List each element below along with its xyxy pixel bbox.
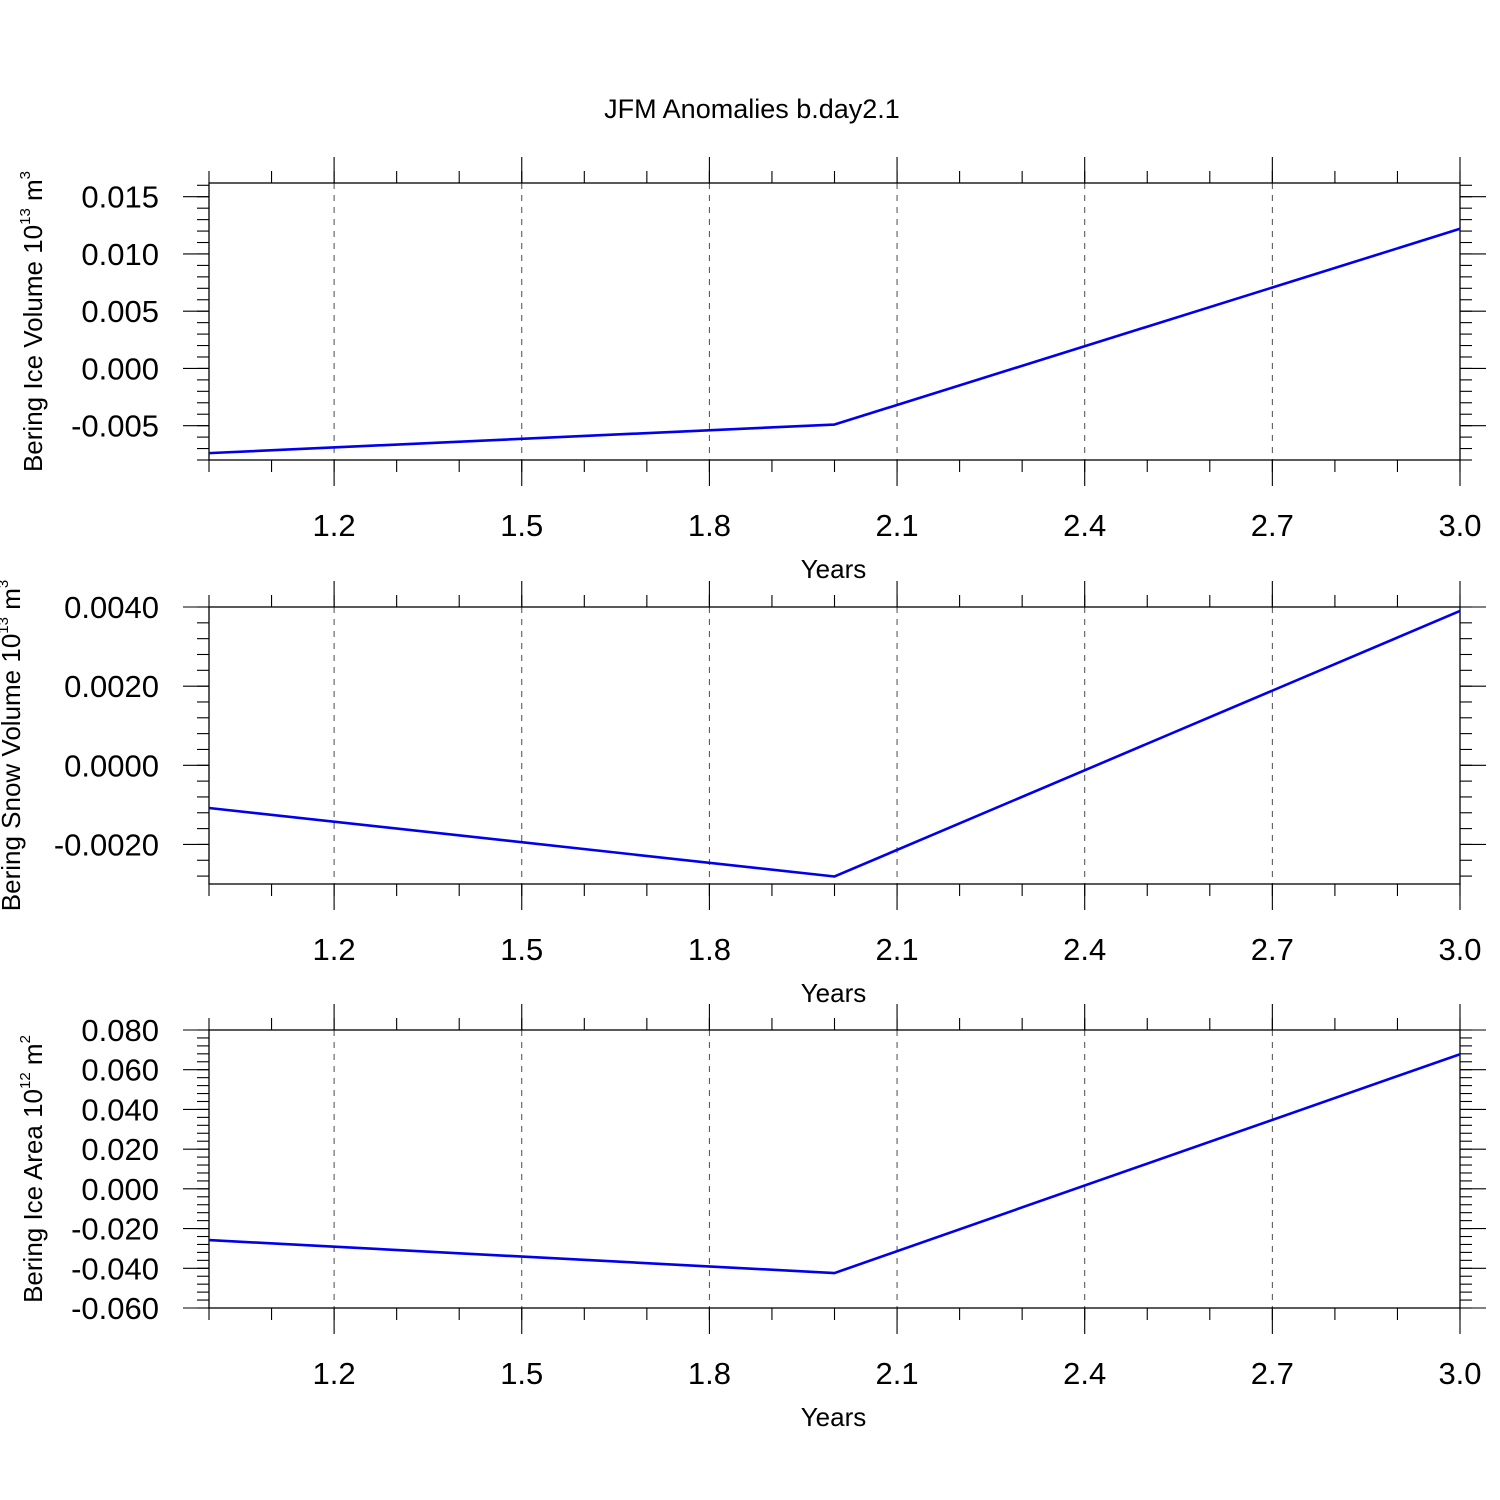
chart-panel-3: 1.2 1.5 1.8 2.1 2.4 2.7 3.0 0.080 0.060 0.040 0.02… [17, 1004, 1486, 1432]
x-tick-label: 2.4 [1063, 932, 1106, 967]
x-tick-label: 2.1 [875, 1356, 918, 1391]
x-tick-label: 3.0 [1438, 1356, 1481, 1391]
chart-panel-1: 1.2 1.5 1.8 2.1 2.4 2.7 3.0 0.015 0.010 0.005 0.00… [17, 157, 1486, 584]
series-line-1 [208, 1053, 1461, 1275]
x-axis-label: Years [801, 978, 867, 1008]
x-tick-label: 2.1 [875, 932, 918, 967]
x-tick-label: 1.2 [313, 1356, 356, 1391]
x-tick-label: 1.5 [500, 1356, 543, 1391]
x-tick-label: 1.5 [500, 932, 543, 967]
x-tick-label: 1.2 [313, 932, 356, 967]
y-tick-label: 0.080 [81, 1013, 159, 1048]
x-tick-label: 2.7 [1251, 508, 1294, 543]
y-tick-label: 0.000 [81, 351, 159, 386]
y-tick-label: 0.015 [81, 180, 159, 215]
x-tick-label: 1.2 [313, 508, 356, 543]
x-tick-label: 1.8 [688, 932, 731, 967]
y-tick-label: 0.020 [81, 1132, 159, 1167]
y-tick-label: 0.060 [81, 1053, 159, 1088]
y-tick-label: 0.040 [81, 1092, 159, 1127]
series-line-1 [208, 609, 1461, 878]
x-tick-label: 3.0 [1438, 932, 1481, 967]
x-tick-label: 2.7 [1251, 932, 1294, 967]
chart-panel-2: 1.2 1.5 1.8 2.1 2.4 2.7 3.0 0.0040 0.0020 0.0000 -… [0, 580, 1486, 1008]
y-axis-label: Bering Ice Area 1012 m2 [17, 1035, 48, 1303]
y-tick-label: 0.0000 [64, 748, 159, 783]
figure-title: JFM Anomalies b.day2.1 [604, 94, 900, 124]
x-tick-label: 1.5 [500, 508, 543, 543]
chart-panels: 1.2 1.5 1.8 2.1 2.4 2.7 3.0 0.015 0.010 0.005 0.00… [0, 157, 1486, 1432]
y-tick-label: -0.020 [71, 1212, 159, 1247]
x-tick-label: 2.4 [1063, 508, 1106, 543]
x-tick-label: 1.8 [688, 508, 731, 543]
y-tick-label: 0.000 [81, 1172, 159, 1207]
x-tick-label: 2.4 [1063, 1356, 1106, 1391]
x-tick-label: 2.1 [875, 508, 918, 543]
y-tick-label: 0.0040 [64, 590, 159, 625]
y-tick-label: 0.0020 [64, 669, 159, 704]
series-line-1 [208, 227, 1461, 455]
x-tick-label: 1.8 [688, 1356, 731, 1391]
y-tick-label: -0.0020 [54, 827, 159, 862]
y-tick-label: -0.040 [71, 1251, 159, 1286]
x-axis-label: Years [801, 554, 867, 584]
x-tick-label: 3.0 [1438, 508, 1481, 543]
y-tick-label: -0.060 [71, 1291, 159, 1326]
y-axis-label: Bering Snow Volume 1013 m3 [0, 580, 26, 911]
y-tick-label: 0.010 [81, 237, 159, 272]
x-axis-label: Years [801, 1402, 867, 1432]
y-axis-label: Bering Ice Volume 1013 m3 [17, 171, 48, 472]
x-tick-label: 2.7 [1251, 1356, 1294, 1391]
y-tick-label: -0.005 [71, 409, 159, 444]
y-tick-label: 0.005 [81, 294, 159, 329]
